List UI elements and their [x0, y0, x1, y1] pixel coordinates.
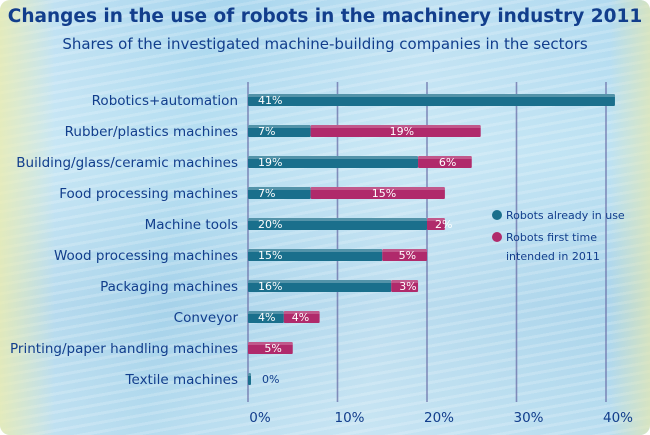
bar-in-use: [248, 156, 419, 168]
category-label: Printing/paper handling machines: [10, 341, 238, 357]
x-tick-label: 10%: [334, 410, 364, 426]
bar-value-label: 5%: [264, 342, 281, 355]
x-tick-label: 0%: [249, 410, 271, 426]
bar-highlight: [248, 187, 311, 190]
bar-intended: [418, 156, 472, 168]
category-label: Building/glass/ceramic machines: [16, 155, 238, 171]
bar-value-label: 2%: [435, 218, 452, 231]
bar-intended: [427, 218, 445, 230]
bar-highlight: [283, 311, 320, 314]
bar-in-use: [248, 280, 392, 292]
bar-in-use: [248, 311, 284, 323]
bar-value-label: 41%: [258, 94, 282, 107]
bar-value-label: 6%: [439, 156, 456, 169]
bar-highlight: [310, 125, 481, 128]
bar-value-label: 4%: [258, 311, 275, 324]
bar-value-label: 16%: [258, 280, 282, 293]
bar-highlight: [248, 94, 615, 97]
bar-highlight: [310, 187, 445, 190]
bar-intended: [248, 342, 293, 354]
x-tick-label: 20%: [424, 410, 454, 426]
bar-highlight: [418, 156, 472, 159]
category-label: Robotics+automation: [92, 93, 238, 109]
x-tick-label: 40%: [603, 410, 633, 426]
bar-in-use: [248, 218, 427, 230]
bar-highlight: [248, 218, 427, 221]
category-label: Food processing machines: [59, 186, 238, 202]
bar-in-use: [248, 373, 251, 385]
bar-in-use: [248, 187, 311, 199]
bar-highlight: [248, 249, 383, 252]
bar-intended: [382, 249, 427, 261]
bar-highlight: [427, 218, 445, 221]
category-label: Packaging machines: [100, 279, 238, 295]
legend-label: Robots first time: [506, 231, 597, 244]
bar-value-label: 15%: [258, 249, 282, 262]
legend-marker: [492, 210, 502, 220]
bar-highlight: [248, 311, 284, 314]
bar-value-label: 15%: [372, 187, 396, 200]
bar-value-label: 19%: [258, 156, 282, 169]
legend-label: intended in 2011: [506, 250, 600, 263]
bar-in-use: [248, 125, 311, 137]
x-tick-label: 30%: [513, 410, 543, 426]
bar-value-label: 0%: [262, 373, 279, 386]
category-label: Conveyor: [174, 310, 239, 326]
bar-value-label: 19%: [390, 125, 414, 138]
bar-highlight: [248, 125, 311, 128]
bar-value-label: 7%: [258, 125, 275, 138]
category-label: Rubber/plastics machines: [65, 124, 238, 140]
category-label: Machine tools: [145, 217, 238, 233]
bar-value-label: 20%: [258, 218, 282, 231]
bar-value-label: 5%: [399, 249, 416, 262]
bar-intended: [391, 280, 419, 292]
chart-title: Changes in the use of robots in the mach…: [7, 6, 643, 27]
bar-highlight: [248, 280, 392, 283]
bar-highlight: [248, 342, 293, 345]
bar-highlight: [382, 249, 427, 252]
category-label: Wood processing machines: [54, 248, 238, 264]
category-label: Textile machines: [125, 372, 238, 388]
bar-value-label: 3%: [399, 280, 416, 293]
bar-value-label: 7%: [258, 187, 275, 200]
bar-highlight: [391, 280, 419, 283]
legend-marker: [492, 232, 502, 242]
bar-in-use: [248, 94, 615, 106]
bar-intended: [310, 125, 481, 137]
bar-intended: [283, 311, 320, 323]
legend-label: Robots already in use: [506, 209, 625, 222]
bar-intended: [310, 187, 445, 199]
bar-value-label: 4%: [292, 311, 309, 324]
bar-in-use: [248, 249, 383, 261]
bar-highlight: [248, 373, 251, 376]
chart-subtitle: Shares of the investigated machine-build…: [62, 35, 588, 53]
bar-highlight: [248, 156, 419, 159]
